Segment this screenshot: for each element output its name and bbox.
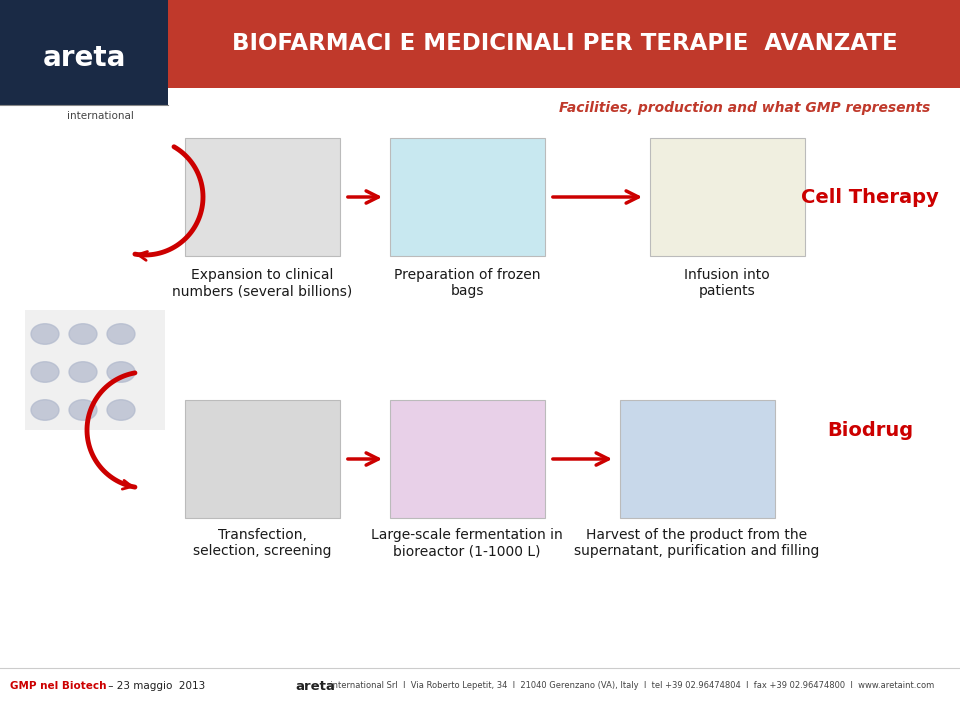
FancyBboxPatch shape <box>620 400 775 518</box>
Circle shape <box>107 324 135 344</box>
Text: – 23 maggio  2013: – 23 maggio 2013 <box>105 681 205 691</box>
Text: Infusion into
patients: Infusion into patients <box>684 268 770 298</box>
FancyBboxPatch shape <box>0 0 168 105</box>
FancyBboxPatch shape <box>390 400 545 518</box>
Text: Cell Therapy: Cell Therapy <box>802 188 939 207</box>
Text: areta: areta <box>42 44 126 72</box>
Text: Expansion to clinical
numbers (several billions): Expansion to clinical numbers (several b… <box>172 268 352 298</box>
Text: Large-scale fermentation in
bioreactor (1-1000 L): Large-scale fermentation in bioreactor (… <box>372 528 563 558</box>
FancyBboxPatch shape <box>185 400 340 518</box>
Text: Biodrug: Biodrug <box>827 420 913 439</box>
Text: Facilities, production and what GMP represents: Facilities, production and what GMP repr… <box>559 101 930 115</box>
Circle shape <box>107 400 135 420</box>
Text: BIOFARMACI E MEDICINALI PER TERAPIE  AVANZATE: BIOFARMACI E MEDICINALI PER TERAPIE AVAN… <box>232 32 898 56</box>
Circle shape <box>31 400 59 420</box>
FancyBboxPatch shape <box>390 138 545 256</box>
FancyBboxPatch shape <box>185 138 340 256</box>
Circle shape <box>69 362 97 382</box>
FancyBboxPatch shape <box>25 310 165 430</box>
Circle shape <box>107 362 135 382</box>
Circle shape <box>69 324 97 344</box>
Circle shape <box>31 324 59 344</box>
Circle shape <box>69 400 97 420</box>
Text: Preparation of frozen
bags: Preparation of frozen bags <box>394 268 540 298</box>
FancyBboxPatch shape <box>650 138 805 256</box>
Text: GMP nel Biotech: GMP nel Biotech <box>10 681 107 691</box>
Text: international Srl  I  Via Roberto Lepetit, 34  I  21040 Gerenzano (VA), Italy  I: international Srl I Via Roberto Lepetit,… <box>325 682 934 690</box>
Text: Harvest of the product from the
supernatant, purification and filling: Harvest of the product from the supernat… <box>574 528 820 558</box>
FancyBboxPatch shape <box>168 0 960 88</box>
Text: areta: areta <box>295 680 335 692</box>
Text: Transfection,
selection, screening: Transfection, selection, screening <box>193 528 331 558</box>
Circle shape <box>31 362 59 382</box>
Text: international: international <box>66 111 133 121</box>
